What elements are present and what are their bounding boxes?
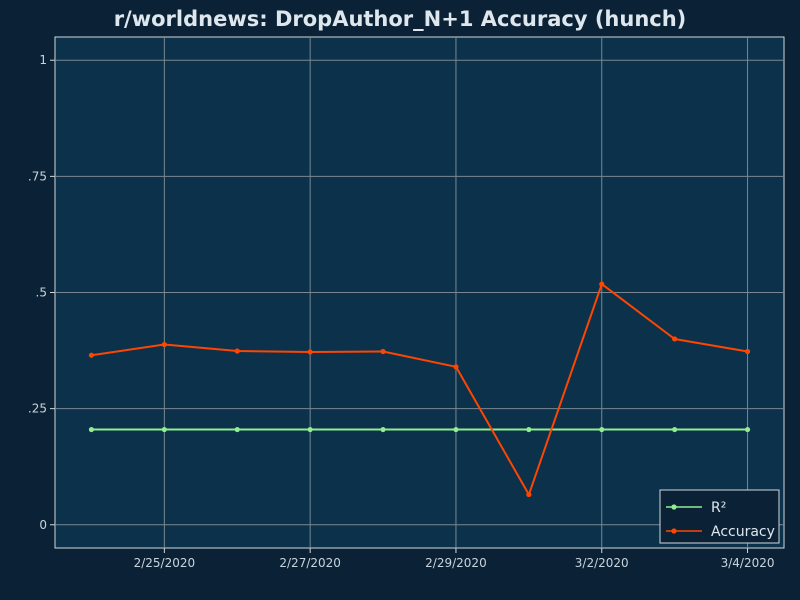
legend-label-accuracy: Accuracy xyxy=(711,524,775,540)
x-tick-label: 2/27/2020 xyxy=(279,556,341,570)
legend-marker-accuracy xyxy=(671,528,677,534)
legend-marker-r-squared xyxy=(671,504,677,510)
r-squared-point xyxy=(234,426,240,433)
accuracy-series-line xyxy=(91,283,748,496)
accuracy-point xyxy=(88,352,95,358)
r-squared-point xyxy=(161,426,167,433)
x-tick-label: 2/25/2020 xyxy=(134,556,196,570)
y-tick-label: 1 xyxy=(39,53,47,67)
y-tick-label: 0 xyxy=(39,518,47,532)
chart-title: r/worldnews: DropAuthor_N+1 Accuracy (hu… xyxy=(114,7,687,31)
y-tick-label: .25 xyxy=(28,402,47,416)
accuracy-point xyxy=(453,364,459,370)
x-tick-label: 3/2/2020 xyxy=(575,556,629,570)
r-squared-point xyxy=(380,426,386,433)
r-squared-point xyxy=(88,426,95,433)
r-squared-point xyxy=(599,426,605,433)
legend-label-r-squared: R² xyxy=(711,500,726,516)
tick-layer: 0 .25 .5 .75 1 2/25/2020 2/27/2020 2/29/2020 3/2… xyxy=(28,53,775,570)
accuracy-point xyxy=(526,491,532,498)
r-squared-point xyxy=(526,426,532,433)
accuracy-point xyxy=(744,348,751,355)
accuracy-point xyxy=(307,349,313,355)
r-squared-point xyxy=(453,426,459,433)
r-squared-point xyxy=(307,426,313,433)
accuracy-point xyxy=(599,281,605,287)
x-tick-label: 3/4/2020 xyxy=(721,556,775,570)
legend-box xyxy=(659,489,780,544)
y-tick-label: .75 xyxy=(28,169,47,183)
legend: R² Accuracy xyxy=(659,489,780,544)
r-squared-point xyxy=(672,426,678,433)
accuracy-point xyxy=(672,336,678,342)
accuracy-point xyxy=(161,341,167,348)
r-squared-point xyxy=(744,426,751,433)
y-tick-label: .5 xyxy=(36,286,47,300)
accuracy-point xyxy=(380,348,386,355)
x-tick-label: 2/29/2020 xyxy=(425,556,487,570)
series-layer xyxy=(88,281,751,498)
accuracy-point xyxy=(234,348,240,354)
